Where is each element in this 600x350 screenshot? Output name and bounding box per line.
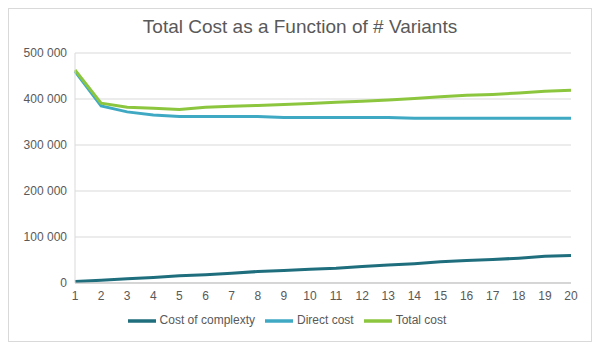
svg-text:500 000: 500 000 (24, 46, 68, 60)
svg-text:100 000: 100 000 (24, 230, 68, 244)
svg-text:14: 14 (408, 289, 422, 303)
svg-text:17: 17 (486, 289, 500, 303)
svg-text:0: 0 (60, 276, 67, 290)
svg-text:2: 2 (98, 289, 105, 303)
html-text:Total cost: Total cost (395, 313, 447, 328)
svg-text:7: 7 (228, 289, 235, 303)
html-text:Total Cost as a Function of #: Total Cost as a Function of # Variants (142, 16, 458, 37)
svg-text:20: 20 (564, 289, 578, 303)
svg-text:9: 9 (280, 289, 287, 303)
svg-text:4: 4 (150, 289, 157, 303)
svg-text:15: 15 (434, 289, 448, 303)
svg-text:8: 8 (254, 289, 261, 303)
svg-text:6: 6 (202, 289, 209, 303)
svg-text:5: 5 (176, 289, 183, 303)
html-text:Cost of complexty: Cost of complexty (159, 313, 255, 328)
svg-text:11: 11 (330, 289, 343, 303)
svg-text:16: 16 (460, 289, 474, 303)
svg-text:300 000: 300 000 (24, 138, 68, 152)
svg-text:18: 18 (512, 289, 526, 303)
svg-text:12: 12 (355, 289, 369, 303)
svg-text:400 000: 400 000 (24, 92, 68, 106)
svg-text:13: 13 (382, 289, 396, 303)
svg-text:3: 3 (124, 289, 131, 303)
svg-text:200 000: 200 000 (24, 184, 68, 198)
svg-text:19: 19 (538, 289, 552, 303)
svg-text:1: 1 (72, 289, 79, 303)
svg-text:10: 10 (303, 289, 317, 303)
html-text:Direct cost: Direct cost (297, 313, 354, 328)
